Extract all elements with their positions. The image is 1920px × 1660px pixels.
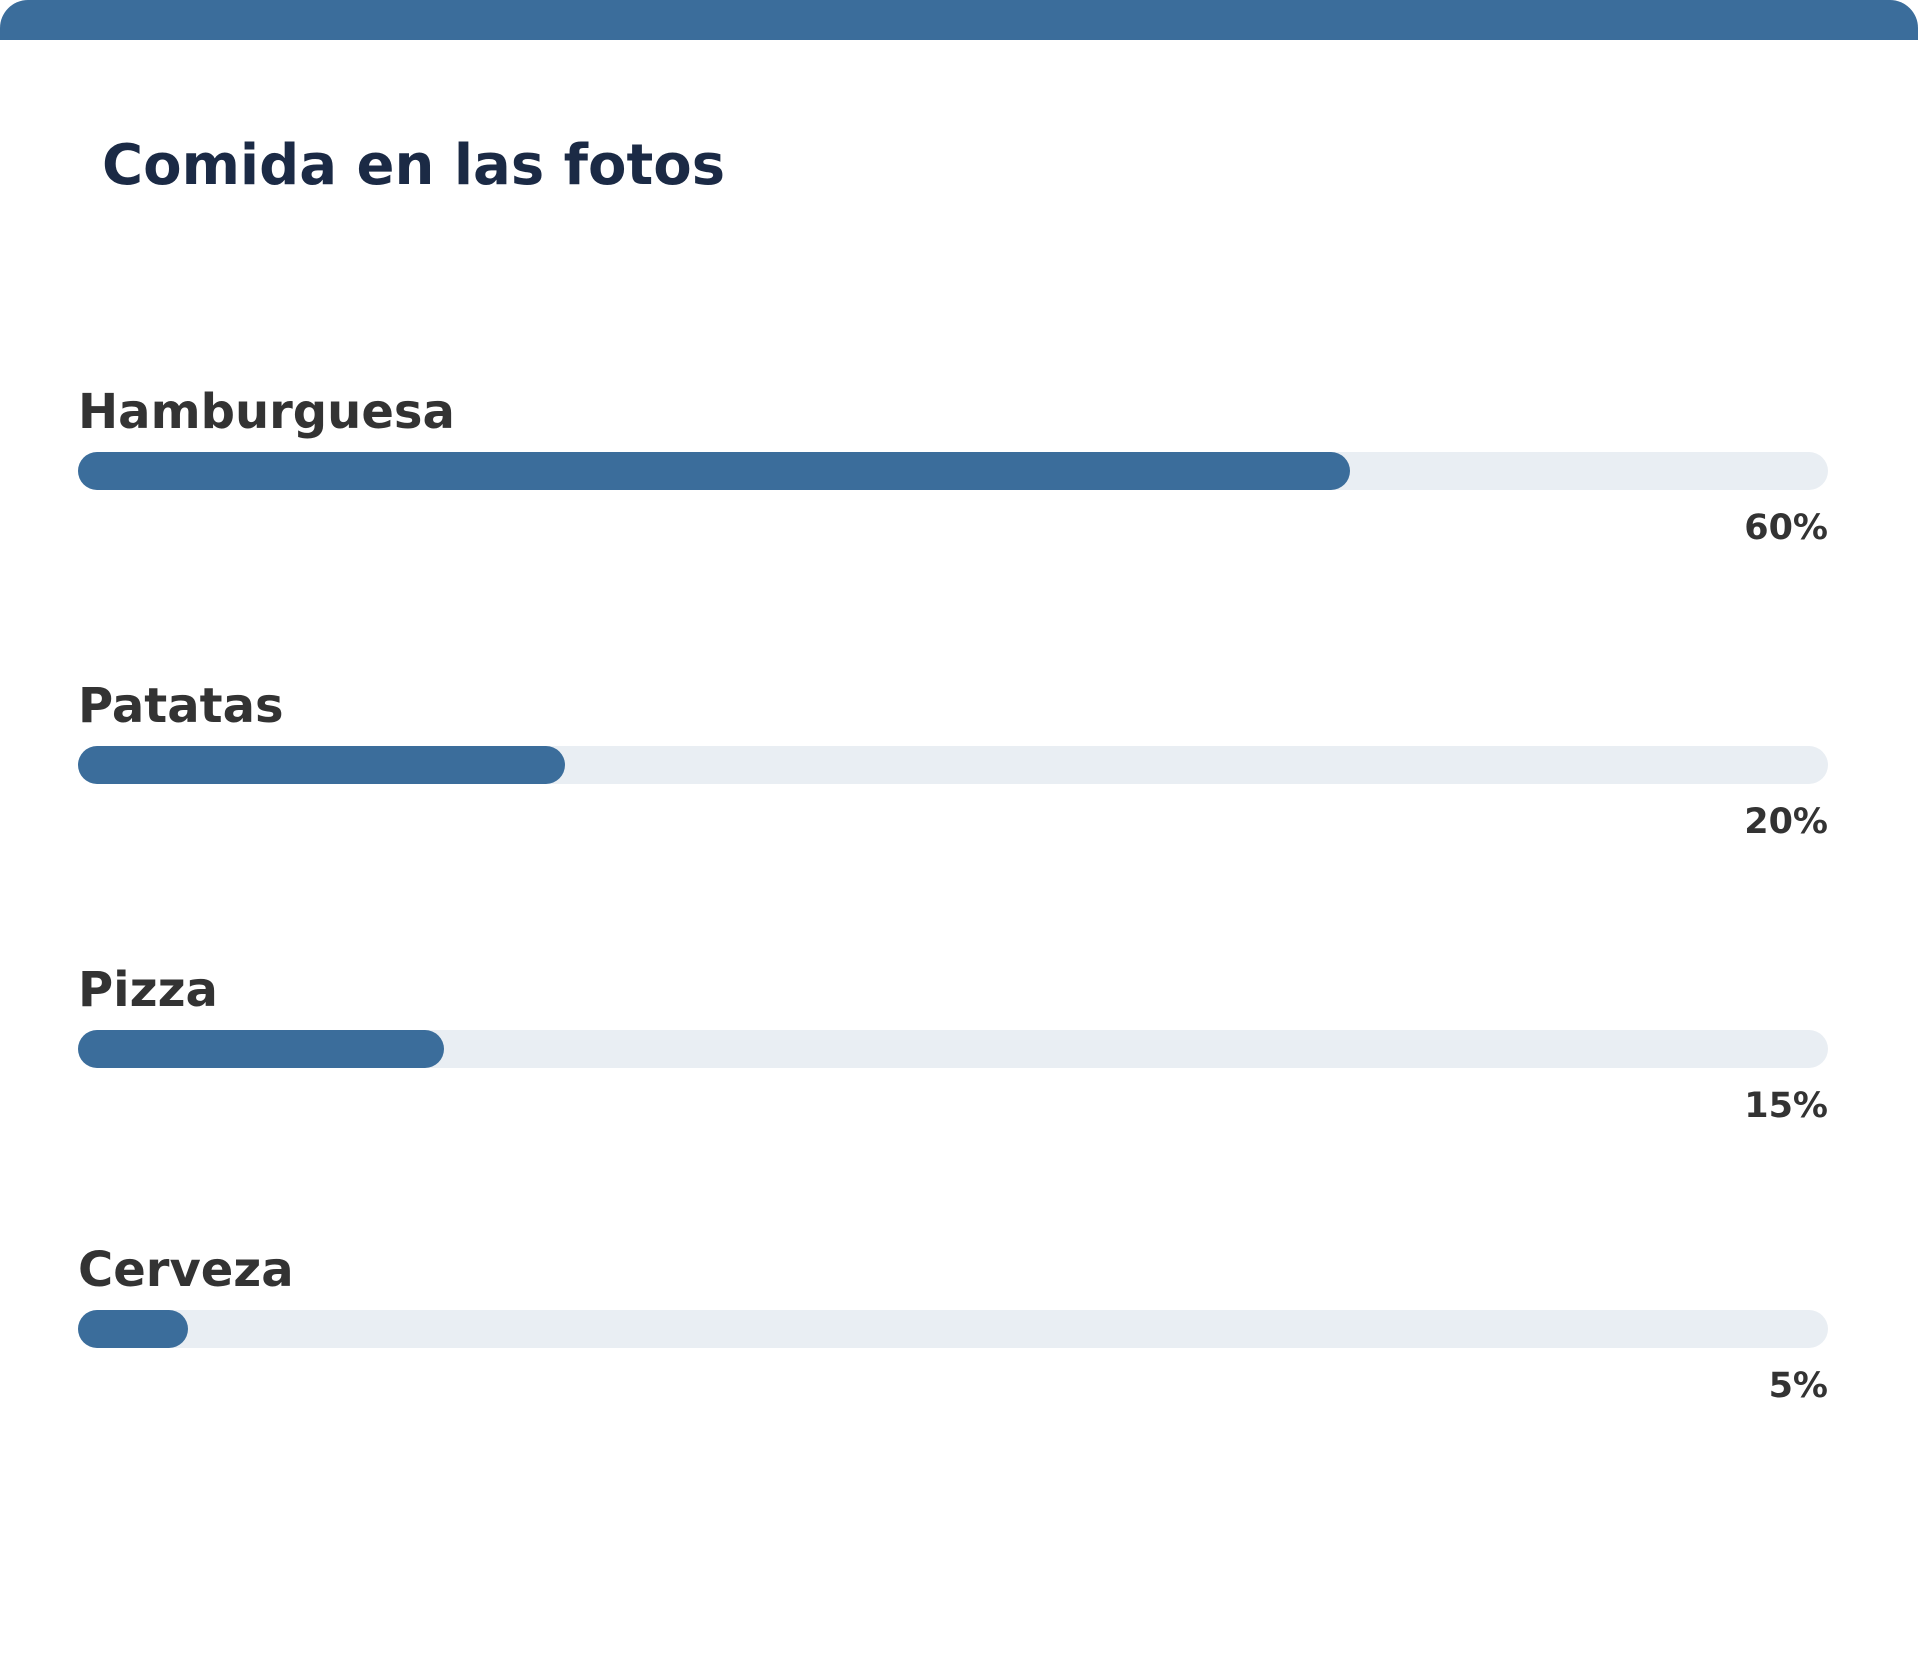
bar-label: Patatas bbox=[78, 678, 284, 734]
bar-value-label: 5% bbox=[1768, 1366, 1828, 1406]
bar-track bbox=[78, 746, 1828, 784]
bar-label: Pizza bbox=[78, 962, 218, 1018]
bar-value-label: 20% bbox=[1744, 802, 1828, 842]
bar-fill bbox=[78, 452, 1350, 490]
bar-fill bbox=[78, 1310, 188, 1348]
bar-fill bbox=[78, 1030, 444, 1068]
bar-value-label: 15% bbox=[1744, 1086, 1828, 1126]
bar-track bbox=[78, 452, 1828, 490]
bar-label: Hamburguesa bbox=[78, 384, 455, 440]
card-top-accent bbox=[0, 0, 1918, 40]
bar-value-label: 60% bbox=[1744, 508, 1828, 548]
chart-title: Comida en las fotos bbox=[102, 133, 726, 198]
bar-fill bbox=[78, 746, 565, 784]
bar-track bbox=[78, 1030, 1828, 1068]
bar-track bbox=[78, 1310, 1828, 1348]
bar-label: Cerveza bbox=[78, 1242, 294, 1298]
